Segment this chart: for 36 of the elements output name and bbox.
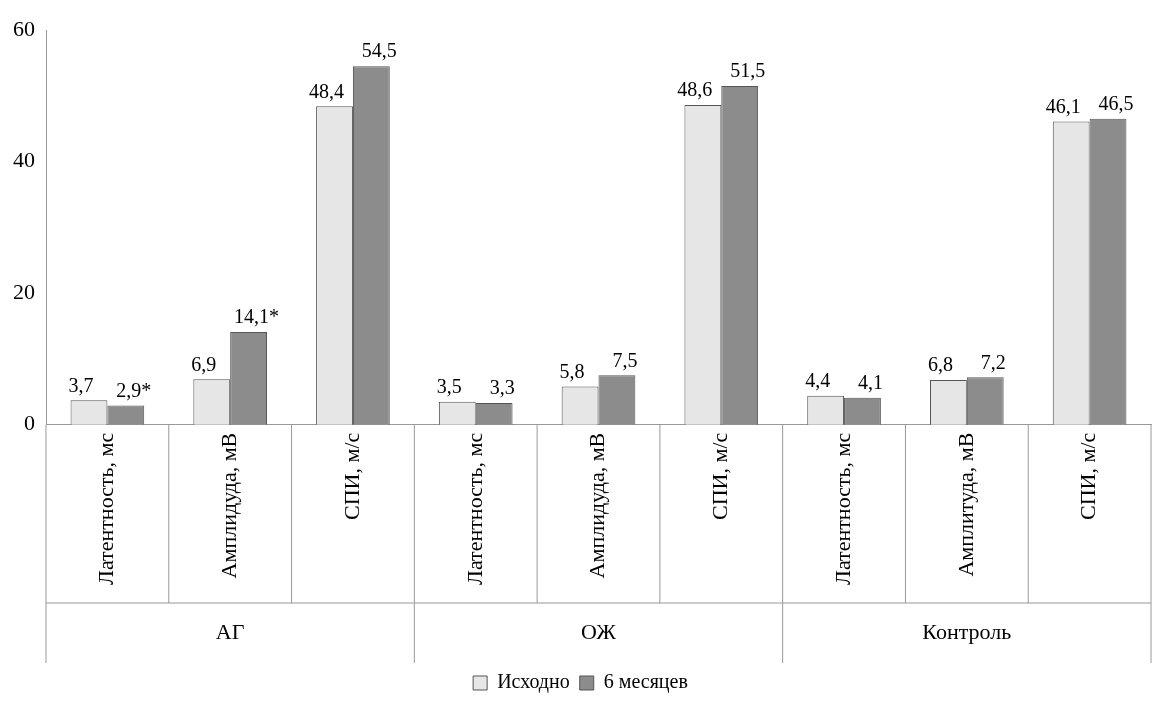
data-label: 3,7: [68, 373, 94, 396]
data-label: 3,3: [489, 376, 515, 399]
data-label: 7,2: [980, 350, 1006, 373]
x-tick-label: СПИ, м/с: [707, 432, 733, 520]
data-label: 46,5: [1098, 92, 1134, 115]
x-tick-label: СПИ, м/с: [1075, 432, 1101, 520]
data-label: 6,9: [191, 352, 217, 375]
data-label: 2,9*: [116, 378, 152, 401]
text: ОЖ: [580, 618, 617, 644]
data-label: 5,8: [559, 359, 585, 382]
legend-label: Исходно: [497, 670, 570, 694]
data-label: 48,4: [309, 79, 345, 102]
legend-label: 6 месяцев: [603, 670, 688, 694]
x-tick-label: СПИ, м/с: [338, 432, 364, 520]
data-label: 51,5: [730, 59, 766, 82]
text: Контроль: [922, 618, 1012, 644]
y-tick-label: 60: [13, 15, 35, 41]
data-label: 4,1: [857, 370, 883, 393]
x-tick-label: Амплитуда, мВ: [952, 432, 978, 577]
x-tick-label: Амплидуда, мВ: [215, 432, 241, 579]
data-label: 3,5: [436, 374, 462, 397]
text: АГ: [215, 618, 245, 644]
data-label: 46,1: [1045, 94, 1081, 117]
data-label: 4,4: [805, 369, 831, 391]
data-label: 7,5: [612, 348, 638, 371]
y-tick-label: 0: [24, 410, 35, 436]
x-tick-label: Амплидуда, мВ: [584, 432, 610, 579]
y-tick-label: 40: [13, 147, 35, 173]
x-tick-label: Латентность, мс: [93, 432, 119, 586]
data-label: 14,1*: [234, 305, 280, 328]
x-tick-label: Латентность, мс: [461, 432, 487, 586]
data-label: 6,8: [927, 353, 953, 376]
y-tick-label: 20: [13, 278, 35, 304]
data-label: 54,5: [361, 39, 397, 62]
data-label: 48,6: [677, 78, 713, 101]
x-tick-label: Латентность, мс: [829, 432, 855, 586]
